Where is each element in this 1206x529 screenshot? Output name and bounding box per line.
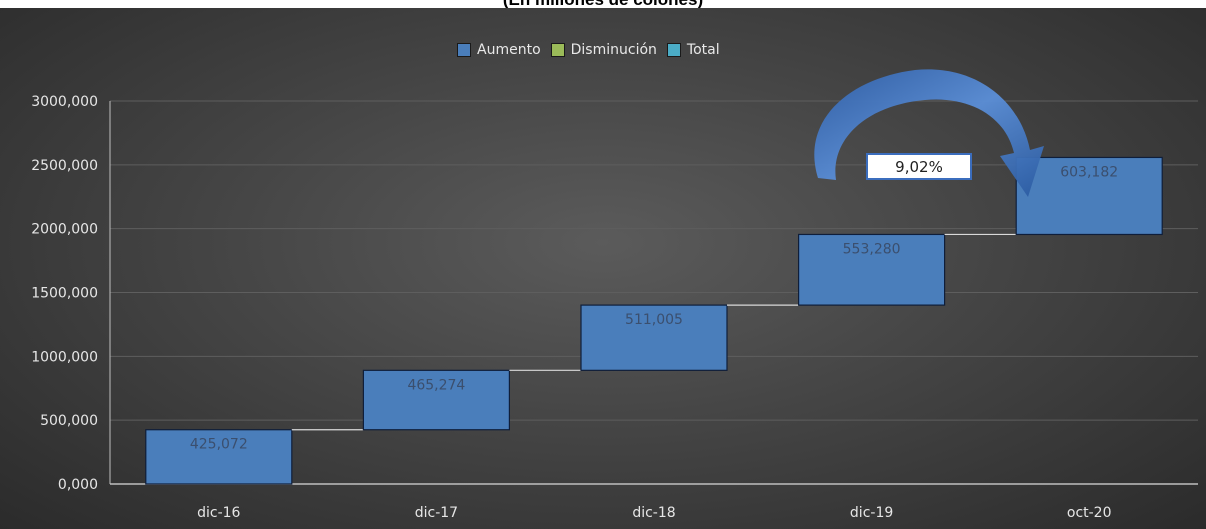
legend-item-disminucion: Disminución [550, 42, 657, 58]
legend-swatch [666, 43, 681, 57]
bar [1015, 156, 1163, 236]
legend-label: Disminución [570, 42, 657, 58]
legend-label: Total [686, 42, 720, 58]
data-label: 553,280 [843, 241, 901, 257]
bar [362, 369, 510, 431]
legend-swatch [457, 43, 471, 57]
y-tick-label: 1000,000 [31, 349, 98, 365]
curved-arrow-icon [814, 69, 1044, 197]
chart-legend: Aumento Disminución Total [457, 42, 720, 58]
legend-label: Aumento [477, 42, 541, 58]
grid-layer [110, 100, 1198, 421]
x-tick-label: dic-19 [850, 505, 893, 521]
legend-swatch [550, 43, 565, 57]
y-tick-label: 3000,000 [31, 94, 98, 110]
x-tick-label: oct-20 [1067, 505, 1112, 521]
y-tick-label: 2500,000 [31, 158, 98, 174]
y-tick-label: 0,000 [58, 477, 98, 493]
data-label: 465,274 [407, 377, 465, 393]
x-tick-label: dic-17 [415, 505, 458, 521]
legend-item-aumento: Aumento [457, 42, 541, 58]
bar-layer [145, 156, 1163, 485]
arrow-layer [814, 69, 1044, 197]
x-tick-label: dic-18 [632, 505, 675, 521]
growth-percentage-label: 9,02% [866, 153, 972, 180]
x-tick-label: dic-16 [197, 505, 240, 521]
bar [580, 304, 728, 371]
bar [797, 233, 946, 306]
axis-layer: 0,000 500,000 1000,000 1500,000 2000,000 2500… [31, 94, 1198, 521]
data-label: 511,005 [625, 312, 683, 328]
chart-title: (En millones de colones) [0, 0, 1206, 10]
label-layer: 425,072 465,274 511,005 553,280 603,182 [190, 164, 1118, 452]
y-tick-label: 2000,000 [31, 222, 98, 238]
data-label: 425,072 [190, 437, 248, 453]
data-label: 603,182 [1060, 164, 1118, 180]
y-tick-label: 500,000 [40, 413, 98, 429]
bar [145, 429, 293, 485]
y-tick-label: 1500,000 [31, 286, 98, 302]
legend-item-total: Total [666, 42, 720, 58]
